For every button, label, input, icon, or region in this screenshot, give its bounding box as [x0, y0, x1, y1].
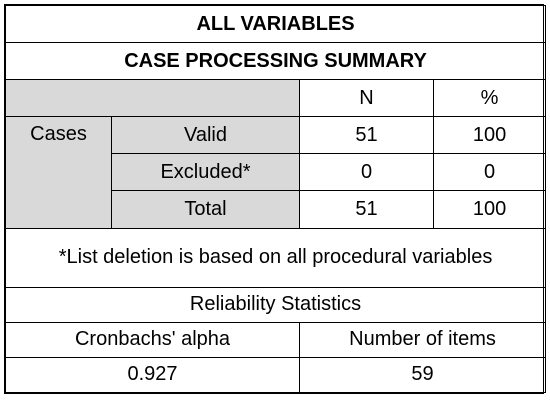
header-blank-cell [5, 79, 300, 118]
cell-excluded-percent: 0 [432, 153, 547, 192]
case-processing-table: ALL VARIABLES CASE PROCESSING SUMMARY N … [4, 4, 547, 394]
column-header-percent: % [432, 79, 547, 118]
statistics-table-frame: ALL VARIABLES CASE PROCESSING SUMMARY N … [4, 4, 547, 394]
row-label-valid: Valid [111, 116, 300, 155]
cell-valid-percent: 100 [432, 116, 547, 155]
row-label-excluded: Excluded* [111, 153, 300, 192]
cell-total-percent: 100 [432, 190, 547, 229]
cronbach-alpha-value: 0.927 [5, 356, 300, 394]
cell-total-n: 51 [299, 190, 434, 229]
table-subtitle: CASE PROCESSING SUMMARY [4, 42, 547, 81]
cases-label: Cases [5, 116, 112, 229]
reliability-heading: Reliability Statistics [4, 286, 547, 323]
number-of-items-label: Number of items [298, 321, 547, 358]
number-of-items-value: 59 [298, 356, 547, 394]
table-title: ALL VARIABLES [4, 4, 547, 44]
cronbach-alpha-label: Cronbachs' alpha [5, 321, 300, 358]
cell-valid-n: 51 [299, 116, 434, 155]
footnote: *List deletion is based on all procedura… [4, 227, 547, 288]
row-label-total: Total [111, 190, 300, 229]
cell-excluded-n: 0 [299, 153, 434, 192]
column-header-n: N [299, 79, 434, 118]
